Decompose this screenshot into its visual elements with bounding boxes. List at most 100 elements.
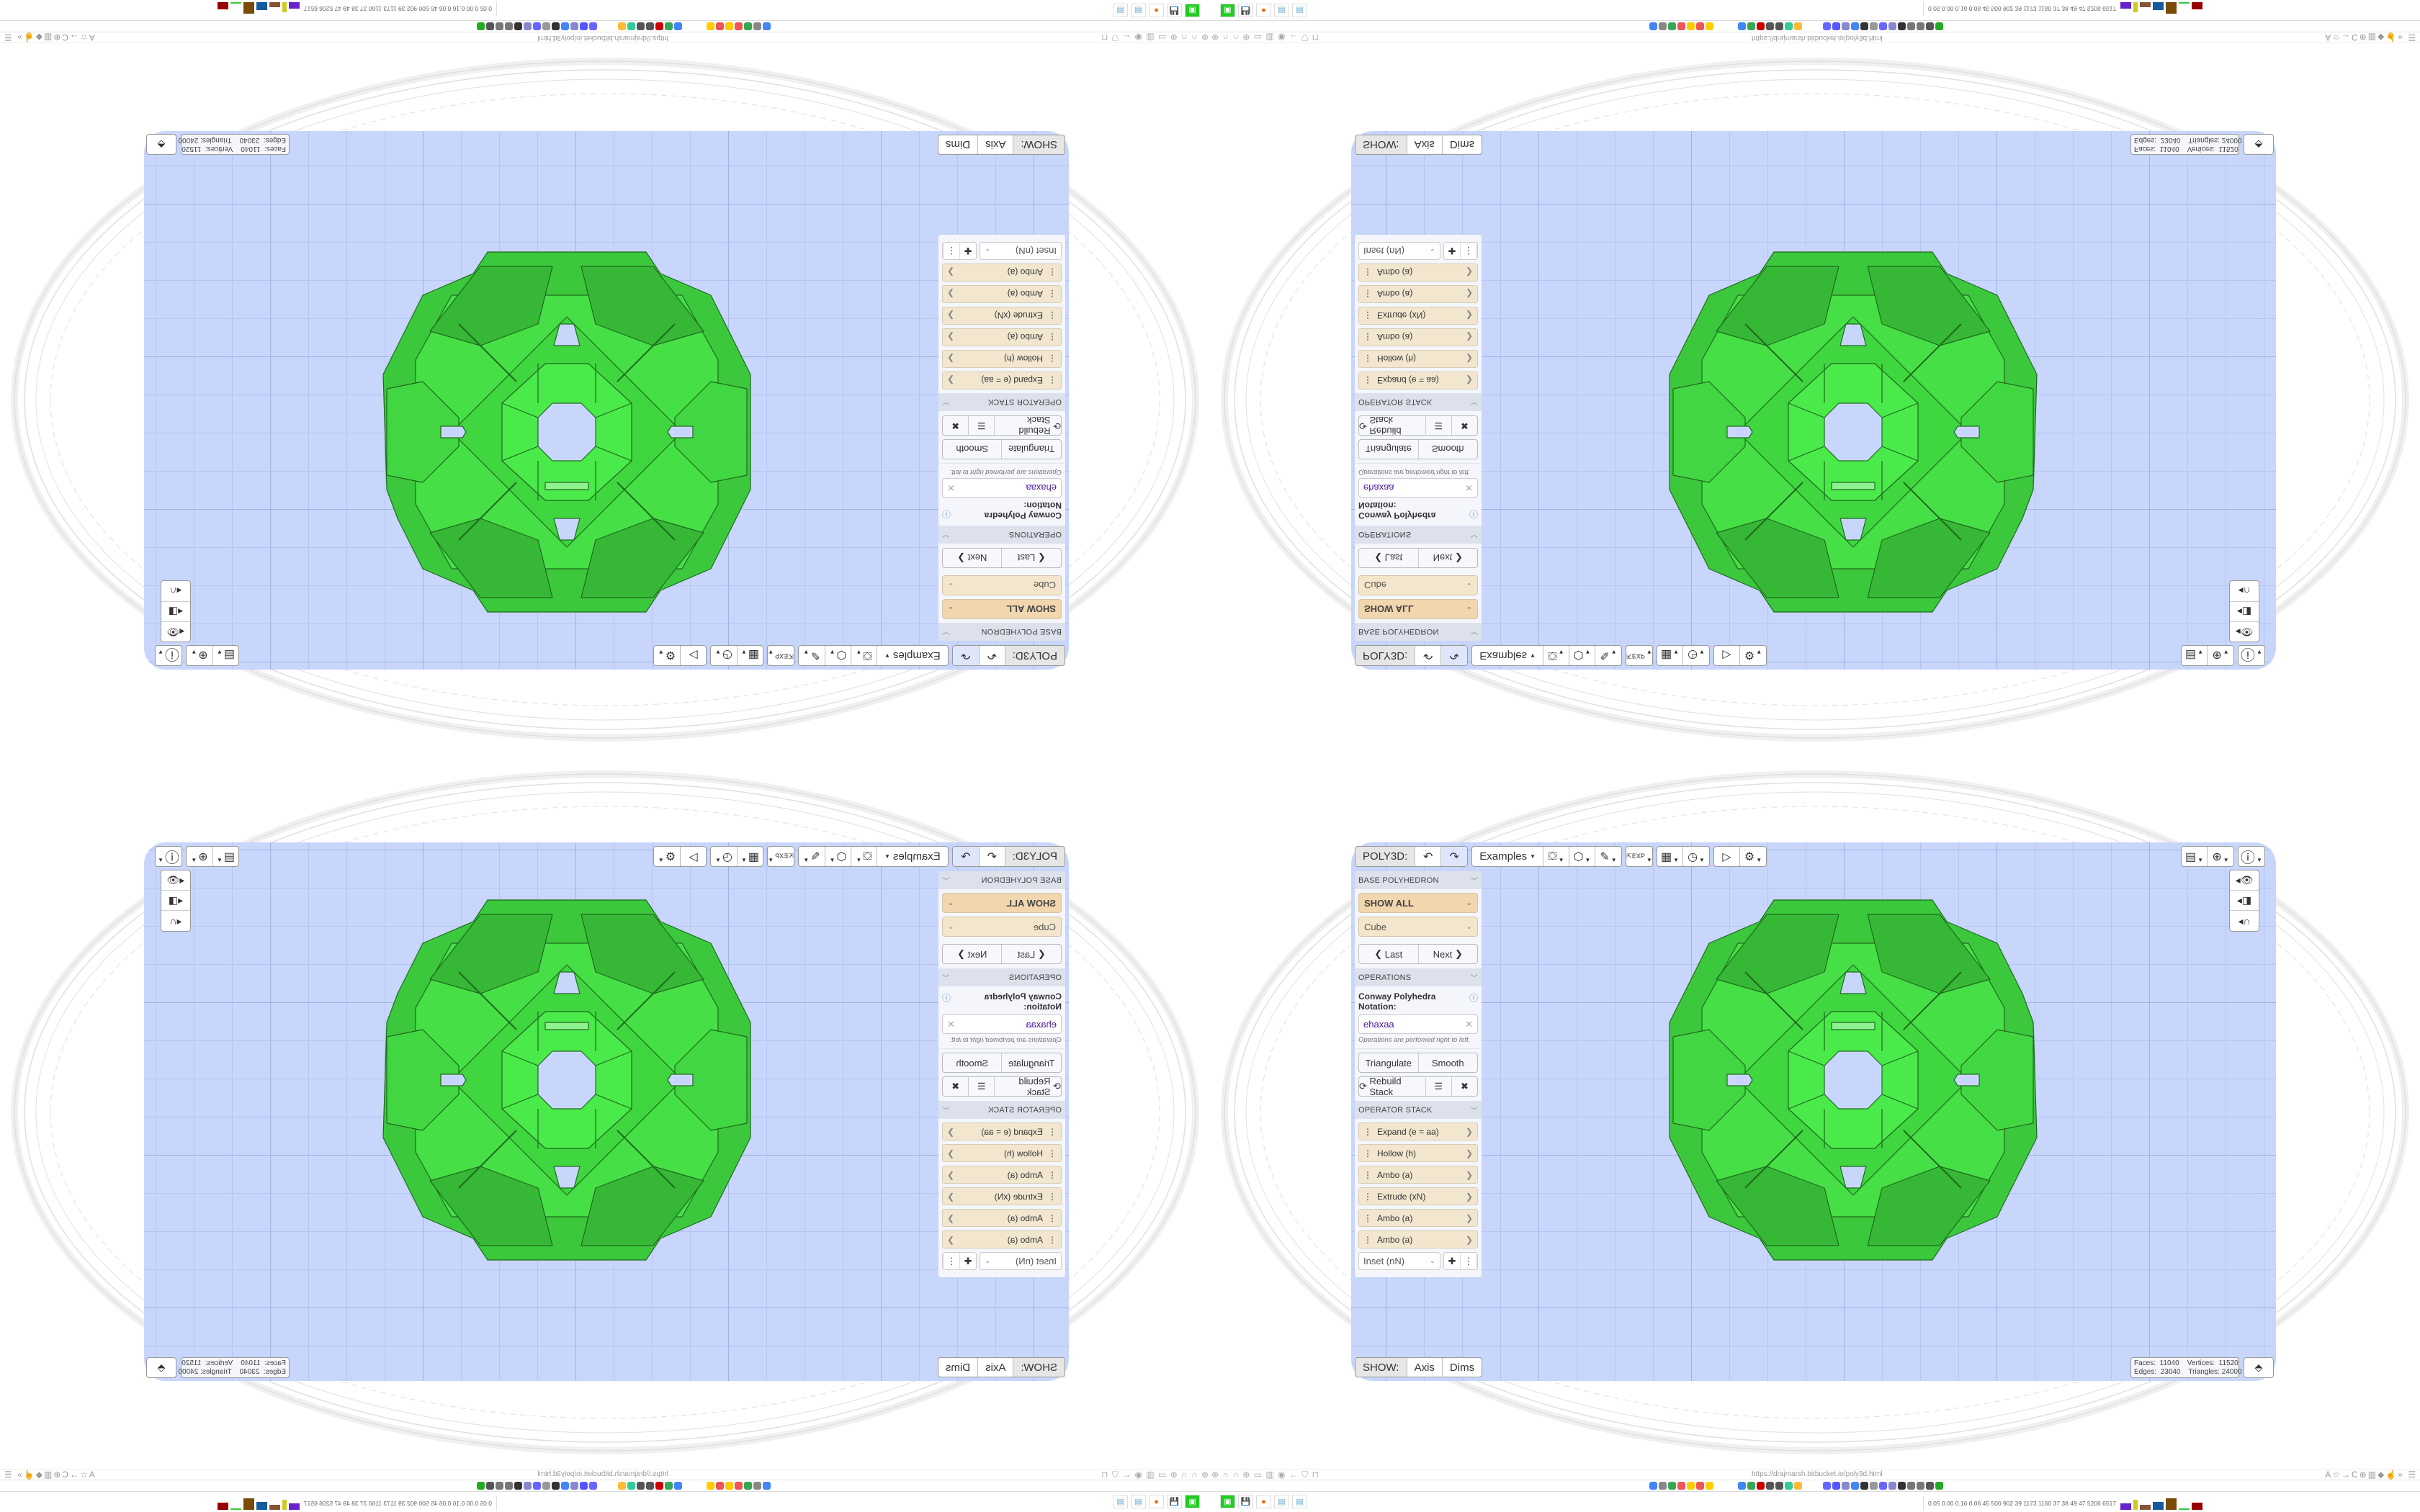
chevron-right-icon[interactable]: ❯ [947,1234,955,1245]
notepad-icon[interactable]: ▤ [1131,1495,1146,1508]
calendar-icon[interactable]: ▦ ▼ [1657,646,1684,665]
drag-handle-icon[interactable]: ⋮ [1048,354,1057,364]
shape-select[interactable]: Cube ⌄ [942,575,1062,595]
gear-icon[interactable]: ⚙ ▼ [1744,850,1762,864]
play-icon[interactable]: ▷ [1714,847,1741,866]
operator-select[interactable]: Inset (nN) ⌄ [980,1252,1062,1270]
cube-play-icon[interactable]: ⬡ ▼ [1569,646,1596,665]
operator-stack-item[interactable]: ⋮ Extrude (xN) ❯ [1358,1187,1478,1205]
triangulate-button[interactable]: Triangulate [1001,1053,1061,1072]
browser-extension-icons[interactable]: A☆→C⊕▥◆☝» ☰ [2325,32,2417,42]
3d-viewport[interactable] [144,131,1069,670]
last-button[interactable]: ❮ Last [1359,945,1419,963]
more-icon[interactable]: ⋮ [1461,1253,1477,1269]
export-icon[interactable]: ⇱EXP ▼ [1626,852,1652,863]
cube-play-icon[interactable]: ⬡ ▼ [824,847,851,866]
globe-icon[interactable]: ⊕ ▼ [191,850,208,864]
operator-stack-item[interactable]: ⋮ Ambo (a) ❯ [1358,264,1478,282]
close-icon[interactable]: ✖ [951,1081,960,1092]
clear-icon[interactable]: ✕ [1465,482,1473,494]
examples-button[interactable]: Examples ▼ [876,646,948,665]
firefox-icon[interactable]: ● [1149,4,1164,17]
operator-stack-item[interactable]: ⋮ Ambo (a) ❯ [942,264,1062,282]
drag-handle-icon[interactable]: ⋮ [1363,1191,1372,1202]
add-operator-button[interactable]: ✚ [1444,243,1461,259]
export-icon[interactable]: ⇱EXP ▼ [768,649,794,660]
operator-stack-item[interactable]: ⋮ Expand (e = aa) ❯ [942,1122,1062,1140]
play-icon[interactable]: ▷ [1714,646,1741,665]
operator-stack-item[interactable]: ⋮ Ambo (a) ❯ [1358,1230,1478,1248]
browser-extension-icons[interactable]: A☆→C⊕▥◆☝» ☰ [3,32,95,42]
chevron-right-icon[interactable]: ❯ [1465,310,1473,321]
drag-handle-icon[interactable]: ⋮ [1048,1126,1057,1137]
operator-stack-item[interactable]: ⋮ Ambo (a) ❯ [1358,285,1478,303]
chevron-right-icon[interactable]: ❯ [1465,1126,1473,1137]
play-icon[interactable]: ▷ [679,847,706,866]
operator-stack-item[interactable]: ⋮ Ambo (a) ❯ [942,1230,1062,1248]
firefox-icon[interactable]: ● [1256,1495,1271,1508]
redo-icon[interactable]: ↷ [1441,847,1468,866]
eye-icon[interactable]: ◂👁 [2230,870,2259,891]
operator-stack-item[interactable]: ⋮ Extrude (xN) ❯ [942,1187,1062,1205]
undo-icon[interactable]: ↶ [1415,847,1442,866]
calendar-icon[interactable]: ▦ ▼ [736,646,763,665]
info-icon[interactable]: ⓘ ▼ [158,646,179,662]
list-icon[interactable]: ☰ [1426,1077,1452,1096]
drag-handle-icon[interactable]: ⋮ [1363,289,1372,300]
bookmark-icons[interactable] [477,1482,771,1490]
notepad-icon[interactable]: ▤ [1131,4,1146,17]
chevron-right-icon[interactable]: ❯ [1465,1169,1473,1180]
fit-view-icon[interactable]: ⬘ [2244,134,2274,155]
add-operator-button[interactable]: ✚ [1444,1253,1461,1269]
operator-stack-item[interactable]: ⋮ Ambo (a) ❯ [1358,1166,1478,1184]
drag-handle-icon[interactable]: ⋮ [1363,1212,1372,1223]
drag-handle-icon[interactable]: ⋮ [1363,1148,1372,1158]
dims-button[interactable]: Dims [945,1362,971,1374]
save-icon[interactable]: 💾 [1238,1495,1253,1508]
polyhedron-model[interactable] [1666,245,2040,619]
drag-handle-icon[interactable]: ⋮ [1363,1234,1372,1245]
triangulate-button[interactable]: Triangulate [1359,440,1419,459]
operator-stack-item[interactable]: ⋮ Extrude (xN) ❯ [1358,307,1478,325]
axis-button[interactable]: Axis [1407,1358,1443,1377]
eye-icon[interactable]: ◂👁 [2230,621,2259,642]
operations-header[interactable]: OPERATIONS ﹀ [938,526,1065,544]
operations-header[interactable]: OPERATIONS ﹀ [1355,526,1482,544]
list-icon[interactable]: ☰ [968,416,995,435]
smooth-button[interactable]: Smooth [956,1057,989,1068]
undo-icon[interactable]: ↶ [978,847,1005,866]
calendar-icon[interactable]: ▦ ▼ [1657,847,1684,866]
smooth-button[interactable]: Smooth [1431,444,1464,455]
chevron-right-icon[interactable]: ❯ [947,1169,955,1180]
operator-stack-item[interactable]: ⋮ Ambo (a) ❯ [942,1166,1062,1184]
url-bar[interactable]: https://drajmarsh.bitbucket.io/poly3d.ht… [1752,1470,1883,1478]
info-icon[interactable]: ⓘ [942,993,951,1003]
clock-icon[interactable]: ◷ ▼ [1688,649,1705,662]
base-polyhedron-header[interactable]: BASE POLYHEDRON ﹀ [938,623,1065,641]
cube-play-icon[interactable]: ⬡ ▼ [1569,847,1596,866]
dims-button[interactable]: Dims [1449,138,1475,150]
browser-extension-icons[interactable]: A☆→C⊕▥◆☝» ☰ [2325,1470,2417,1480]
browser-nav-icons[interactable]: ⊕ ∩ ∩ ⊕ ▭ ▥ ◉ ← ⛉ ⊓ [1211,1470,1319,1480]
paint-bucket-icon[interactable]: ⛋ ▼ [850,646,877,665]
magnet-icon[interactable]: ◂∩ [2238,585,2251,598]
operator-stack-item[interactable]: ⋮ Hollow (h) ❯ [942,350,1062,368]
operator-stack-item[interactable]: ⋮ Ambo (a) ❯ [942,1209,1062,1227]
more-icon[interactable]: ⋮ [1461,243,1477,259]
browser-nav-icons[interactable]: ⊕ ∩ ∩ ⊕ ▭ ▥ ◉ ← ⛉ ⊓ [1101,32,1209,42]
notepad-icon[interactable]: ▤ [1113,4,1128,17]
export-icon[interactable]: ⇱EXP ▼ [768,852,794,863]
fit-view-icon[interactable]: ⬘ [146,1357,176,1378]
close-icon[interactable]: ✖ [1460,1081,1469,1092]
operator-select[interactable]: Inset (nN) ⌄ [980,242,1062,260]
calendar-clock-icon[interactable]: ▤ ▼ [212,847,238,866]
notation-input[interactable]: ehaxaa ✕ [1358,1014,1478,1034]
toggle-icon[interactable]: ◂◨ [161,891,190,911]
calendar-clock-icon[interactable]: ▤ ▼ [2182,847,2208,866]
url-bar[interactable]: https://drajmarsh.bitbucket.io/poly3d.ht… [1752,34,1883,42]
category-select[interactable]: SHOW ALL ⌄ [1358,893,1478,913]
chevron-right-icon[interactable]: ❯ [1465,1148,1473,1158]
app-icon[interactable]: ▣ [1220,4,1235,17]
chevron-right-icon[interactable]: ❯ [947,354,955,364]
paint-bucket-icon[interactable]: ⛋ ▼ [1543,847,1570,866]
